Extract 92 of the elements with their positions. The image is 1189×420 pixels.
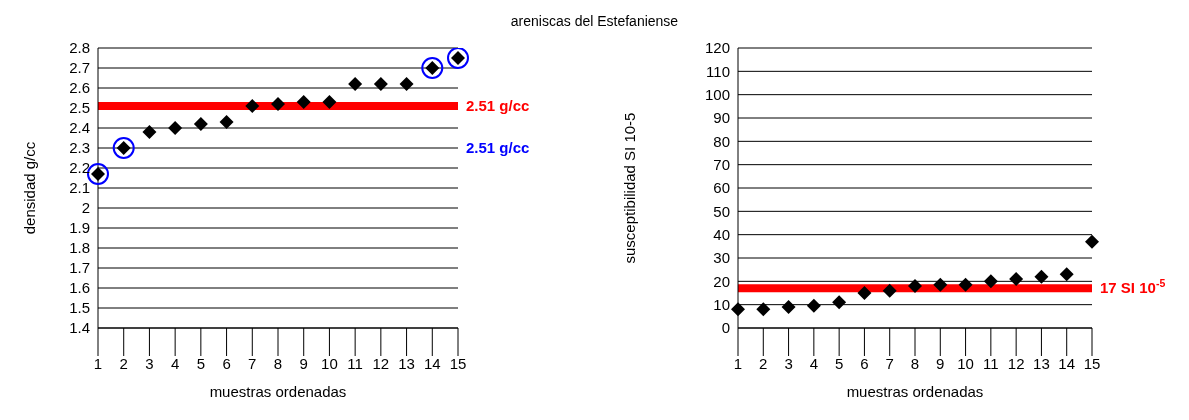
- y-tick-label: 2.5: [69, 99, 90, 117]
- y-tick-label: 120: [704, 39, 730, 57]
- point: [245, 99, 260, 113]
- x-tick-label: 8: [910, 354, 920, 372]
- y-tick-label: 2: [81, 199, 90, 217]
- point: [832, 295, 847, 310]
- point: [219, 115, 234, 129]
- y-tick-label: 1.4: [69, 319, 90, 337]
- point: [373, 77, 388, 91]
- y-tick-label: 90: [713, 109, 730, 127]
- point: [1009, 272, 1024, 286]
- x-tick-label: 9: [936, 354, 945, 372]
- x-tick-label: 3: [145, 354, 154, 372]
- ref-line-label: 2.51 g/cc: [466, 97, 530, 114]
- y-tick-label: 70: [713, 155, 730, 173]
- ref-line-label: 17 SI 10$^{-5}$: [1100, 277, 1166, 297]
- x-tick-label: 6: [860, 354, 869, 372]
- x-tick-label: 15: [1083, 354, 1101, 372]
- text: 2.51 g/cc: [466, 139, 530, 156]
- point: [781, 300, 796, 314]
- point: [806, 298, 821, 313]
- text: areniscas del Estefaniense: [510, 13, 679, 29]
- y-tick-label: 2.4: [69, 119, 90, 137]
- point: [756, 302, 771, 317]
- point: [1085, 234, 1099, 249]
- x-tick-label: 13: [1033, 354, 1050, 372]
- point: [322, 95, 337, 109]
- x-tick-label: 13: [398, 354, 415, 372]
- x-tick-label: 5: [834, 354, 844, 372]
- point: [168, 121, 183, 135]
- y-tick-label: 1.6: [69, 279, 90, 297]
- x-axis-title: muestras ordenadas: [846, 382, 984, 400]
- x-tick-label: 12: [372, 354, 390, 372]
- point: [193, 117, 208, 131]
- x-tick-label: 11: [347, 354, 363, 372]
- point: [958, 277, 973, 292]
- point: [348, 77, 363, 91]
- y-tick-label: 40: [713, 225, 730, 243]
- x-tick-label: 7: [885, 354, 894, 372]
- x-tick-label: 1: [93, 354, 103, 372]
- y-tick-label: 2.7: [69, 59, 90, 77]
- point: [296, 95, 311, 109]
- x-tick-label: 4: [809, 354, 819, 372]
- y-tick-label: 2.6: [69, 79, 90, 97]
- y-tick-label: 60: [713, 179, 730, 197]
- point: [908, 279, 922, 293]
- x-tick-label: 14: [1058, 354, 1076, 372]
- y-axis-title: susceptibilidad SI 10-5: [621, 112, 639, 264]
- x-tick-label: 10: [321, 354, 338, 372]
- x-tick-label: 12: [1007, 354, 1025, 372]
- x-tick-label: 7: [248, 354, 257, 372]
- y-tick-label: 1.5: [69, 299, 90, 317]
- point: [857, 286, 872, 300]
- x-tick-label: 2: [759, 354, 768, 372]
- y-tick-label: 2.1: [69, 179, 90, 197]
- y-tick-label: 20: [713, 272, 730, 290]
- y-tick-label: 1.8: [69, 239, 90, 257]
- point: [983, 274, 998, 289]
- point: [142, 125, 157, 139]
- x-tick-label: 2: [119, 354, 128, 372]
- x-tick-label: 1: [733, 354, 743, 372]
- x-tick-label: 6: [222, 354, 231, 372]
- y-tick-label: 30: [713, 249, 730, 267]
- x-tick-label: 9: [299, 354, 308, 372]
- point: [1034, 269, 1049, 284]
- x-tick-label: 15: [449, 354, 467, 372]
- y-tick-label: 50: [713, 202, 730, 220]
- y-tick-label: 10: [713, 295, 730, 313]
- x-tick-label: 4: [170, 354, 180, 372]
- point: [399, 77, 414, 91]
- y-tick-label: 1.7: [69, 259, 90, 277]
- x-tick-label: 8: [273, 354, 283, 372]
- point: [271, 97, 285, 111]
- x-tick-label: 10: [957, 354, 974, 372]
- x-tick-label: 11: [983, 354, 999, 372]
- point: [933, 277, 948, 292]
- y-tick-label: 0: [721, 319, 730, 337]
- x-tick-label: 14: [423, 354, 441, 372]
- x-tick-label: 5: [196, 354, 206, 372]
- point: [882, 283, 897, 298]
- y-tick-label: 2.2: [69, 159, 90, 177]
- y-tick-label: 100: [704, 85, 730, 103]
- y-tick-label: 80: [713, 132, 730, 150]
- y-tick-label: 2.8: [69, 39, 90, 57]
- point: [731, 302, 745, 317]
- x-axis-title: muestras ordenadas: [209, 382, 347, 400]
- y-tick-label: 1.9: [69, 219, 90, 237]
- y-tick-label: 110: [706, 62, 730, 80]
- point: [1059, 267, 1074, 282]
- y-tick-label: 2.3: [69, 139, 90, 157]
- x-tick-label: 3: [784, 354, 793, 372]
- y-axis-title: densidad g/cc: [21, 141, 39, 235]
